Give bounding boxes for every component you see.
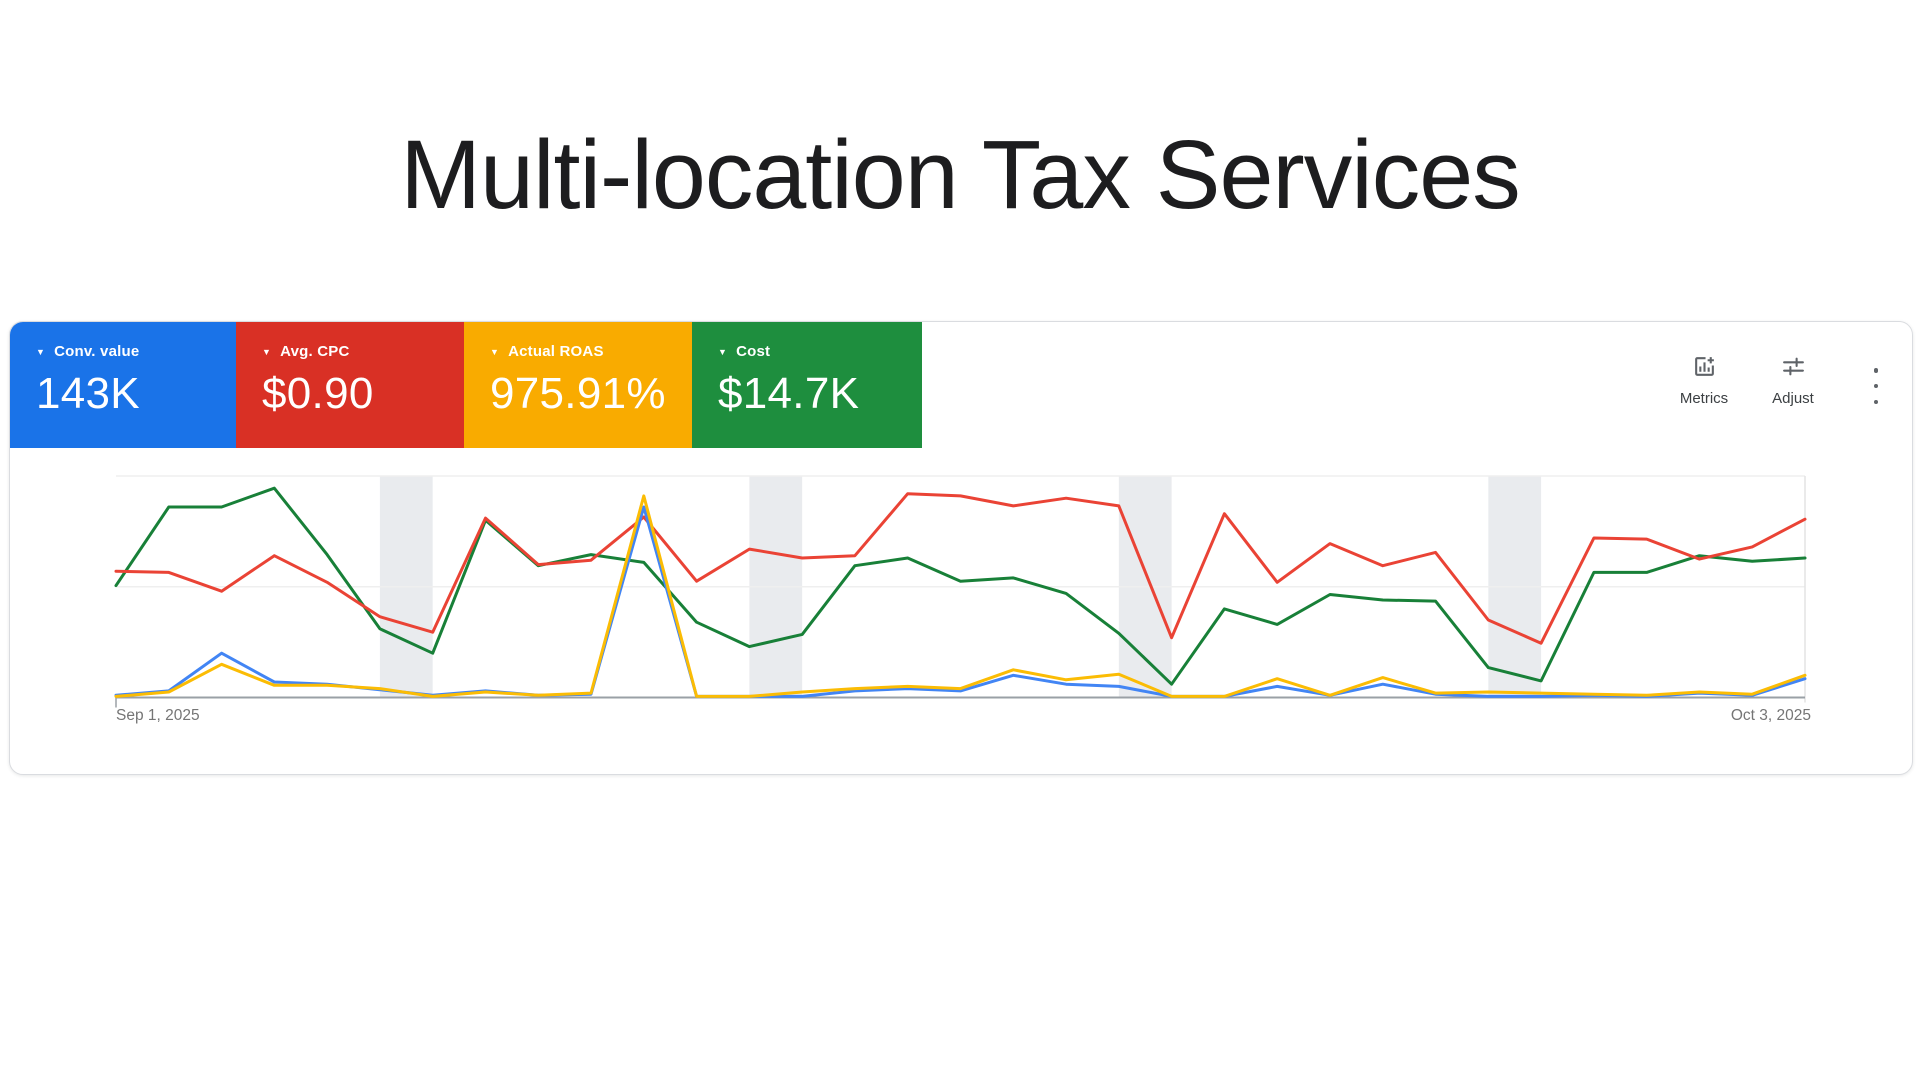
time-series-chart[interactable]: Sep 1, 2025 Oct 3, 2025 [10, 448, 1912, 775]
metric-card-conv-value[interactable]: ▼ Conv. value 143K [10, 322, 236, 448]
metric-cards-header: ▼ Conv. value 143K ▼ Avg. CPC $0.90 ▼ Ac… [10, 322, 1912, 448]
metric-cards-row: ▼ Conv. value 143K ▼ Avg. CPC $0.90 ▼ Ac… [10, 322, 1912, 448]
metric-card-label: Actual ROAS [508, 343, 604, 360]
metric-card-actual-roas[interactable]: ▼ Actual ROAS 975.91% [464, 322, 692, 448]
chart-gridlines [115, 475, 1806, 708]
kebab-menu-icon[interactable] [1868, 368, 1884, 404]
metric-card-label-row: ▼ Avg. CPC [262, 343, 464, 360]
metric-card-cost[interactable]: ▼ Cost $14.7K [692, 322, 922, 448]
metrics-button[interactable]: Metrics [1654, 354, 1754, 407]
metric-card-value: 975.91% [490, 369, 666, 418]
metric-card-label: Cost [736, 343, 771, 360]
metric-card-avg-cpc[interactable]: ▼ Avg. CPC $0.90 [236, 322, 464, 448]
chart-series-lines [114, 486, 1807, 698]
page-title: Multi-location Tax Services [400, 120, 1520, 229]
tune-sliders-icon [1781, 354, 1806, 380]
metric-card-label: Avg. CPC [280, 343, 350, 360]
add-chart-icon [1692, 354, 1717, 380]
metric-card-value: 143K [36, 369, 140, 418]
dropdown-caret-icon: ▼ [490, 347, 500, 357]
adjust-button-label: Adjust [1772, 390, 1814, 407]
adjust-button[interactable]: Adjust [1743, 354, 1843, 407]
performance-chart-panel: ▼ Conv. value 143K ▼ Avg. CPC $0.90 ▼ Ac… [9, 321, 1913, 775]
metric-card-label-row: ▼ Actual ROAS [490, 343, 692, 360]
x-axis-start-label: Sep 1, 2025 [116, 707, 200, 724]
metric-card-value: $14.7K [718, 369, 860, 418]
metric-card-label-row: ▼ Cost [718, 343, 922, 360]
x-axis-end-label: Oct 3, 2025 [1731, 707, 1811, 724]
metric-card-label: Conv. value [54, 343, 140, 360]
dropdown-caret-icon: ▼ [36, 347, 46, 357]
metric-card-value: $0.90 [262, 369, 374, 418]
metrics-button-label: Metrics [1679, 390, 1729, 407]
dropdown-caret-icon: ▼ [718, 347, 728, 357]
dropdown-caret-icon: ▼ [262, 347, 272, 357]
metric-card-label-row: ▼ Conv. value [36, 343, 236, 360]
